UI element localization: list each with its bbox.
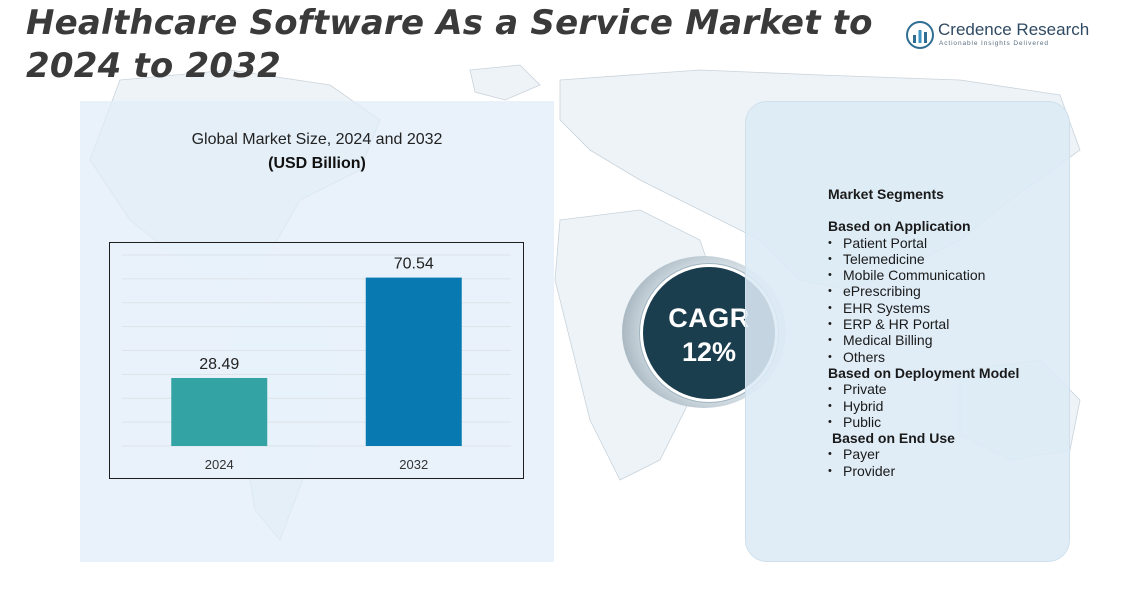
category-label-2024: 2024: [205, 457, 234, 472]
segment-item: Provider: [828, 463, 1068, 480]
segment-group-title: Based on End Use: [832, 430, 955, 447]
cagr-value: 12%: [681, 337, 737, 367]
segment-item: Patient Portal: [828, 235, 1068, 252]
chart-panel: Global Market Size, 2024 and 2032 (USD B…: [80, 101, 554, 562]
bar-chart: 28.49 2024 70.54 2032: [122, 254, 511, 472]
segment-item: Private: [828, 381, 1068, 398]
bar-chart-logo-icon: [906, 21, 934, 49]
segment-item: Payer: [828, 446, 1068, 463]
segment-group-title: Based on Deployment Model: [828, 364, 1020, 381]
segment-item: ePrescribing: [828, 283, 1068, 300]
segment-list: Market Segments Based on Application Pat…: [828, 186, 1068, 479]
value-label-2032: 70.54: [394, 256, 434, 273]
plot-area: 28.49 2024 70.54 2032: [109, 242, 524, 479]
segment-item: Others: [828, 349, 1068, 366]
cagr-label: CAGR: [668, 303, 750, 333]
segment-item: Public: [828, 414, 1068, 431]
bar-2024: [171, 377, 268, 446]
segment-item: ERP & HR Portal: [828, 316, 1068, 333]
segment-item: Mobile Communication: [828, 267, 1068, 284]
bar-2032: [365, 277, 462, 446]
logo-tagline: Actionable Insights Delivered: [939, 40, 1049, 47]
segment-item: Telemedicine: [828, 251, 1068, 268]
segment-item: EHR Systems: [828, 300, 1068, 317]
page-title: Healthcare Software As a Service Market …: [26, 3, 873, 86]
market-segments-panel: Market Segments Based on Application Pat…: [745, 101, 1070, 562]
logo-name: Credence Research: [938, 20, 1090, 39]
segment-item: Hybrid: [828, 398, 1068, 415]
credence-research-logo: Credence Research Actionable Insights De…: [906, 18, 1096, 52]
segments-title: Market Segments: [828, 186, 944, 202]
category-label-2032: 2032: [399, 457, 428, 472]
segment-item: Medical Billing: [828, 332, 1068, 349]
segment-group-title: Based on Application: [828, 218, 971, 235]
value-label-2024: 28.49: [199, 356, 239, 373]
chart-subtitle: (USD Billion): [268, 155, 366, 172]
chart-title: Global Market Size, 2024 and 2032: [191, 131, 443, 148]
